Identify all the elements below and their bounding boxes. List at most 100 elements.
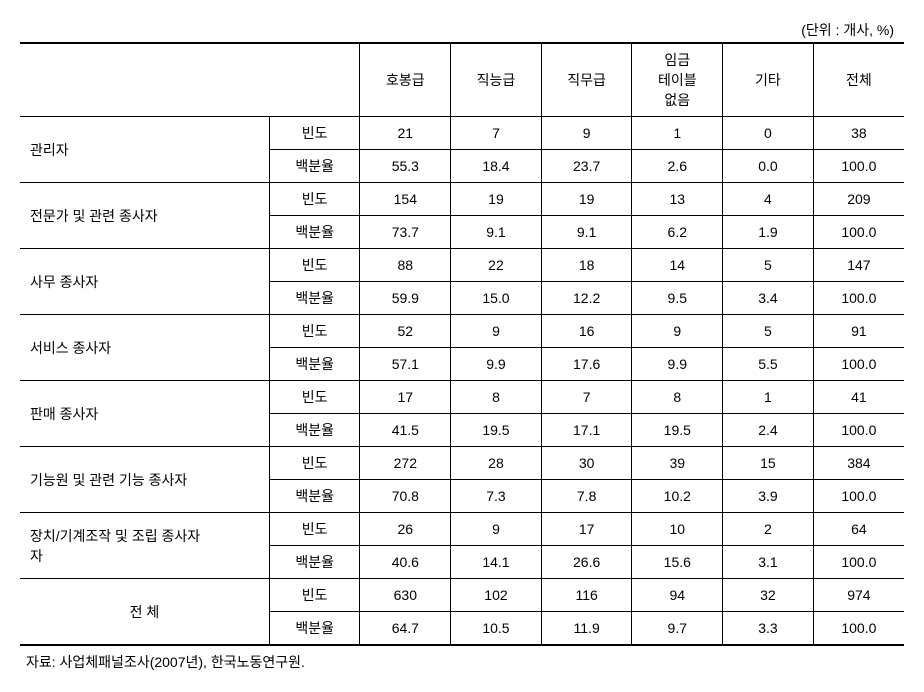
data-cell: 9.7: [632, 612, 723, 646]
row-metric-label: 백분율: [269, 480, 360, 513]
data-cell: 100.0: [813, 612, 904, 646]
data-cell: 16: [541, 315, 632, 348]
data-cell: 9.5: [632, 282, 723, 315]
data-cell: 9: [632, 315, 723, 348]
row-metric-label: 백분율: [269, 282, 360, 315]
data-cell: 4: [723, 183, 814, 216]
data-cell: 41: [813, 381, 904, 414]
data-cell: 102: [451, 579, 542, 612]
data-cell: 0.0: [723, 150, 814, 183]
data-cell: 9: [451, 315, 542, 348]
data-cell: 19: [451, 183, 542, 216]
data-cell: 32: [723, 579, 814, 612]
data-cell: 5: [723, 315, 814, 348]
data-cell: 14.1: [451, 546, 542, 579]
data-cell: 3.3: [723, 612, 814, 646]
header-col-2: 직능급: [451, 43, 542, 117]
table-body: 관리자빈도21791038백분율55.318.423.72.60.0100.0전…: [20, 117, 904, 646]
data-cell: 73.7: [360, 216, 451, 249]
data-cell: 18: [541, 249, 632, 282]
data-cell: 19: [541, 183, 632, 216]
row-category-label: 서비스 종사자: [20, 315, 269, 381]
row-metric-label: 백분율: [269, 414, 360, 447]
data-cell: 9: [451, 513, 542, 546]
data-cell: 18.4: [451, 150, 542, 183]
data-cell: 100.0: [813, 282, 904, 315]
header-col-4: 임금 테이블 없음: [632, 43, 723, 117]
row-metric-label: 백분율: [269, 348, 360, 381]
row-category-label: 판매 종사자: [20, 381, 269, 447]
data-cell: 6.2: [632, 216, 723, 249]
footer-note: 자료: 사업체패널조사(2007년), 한국노동연구원.: [20, 652, 904, 672]
data-cell: 14: [632, 249, 723, 282]
data-cell: 17: [541, 513, 632, 546]
data-cell: 10: [632, 513, 723, 546]
data-cell: 88: [360, 249, 451, 282]
data-cell: 15: [723, 447, 814, 480]
row-metric-label: 빈도: [269, 381, 360, 414]
data-cell: 0: [723, 117, 814, 150]
data-cell: 26.6: [541, 546, 632, 579]
data-cell: 70.8: [360, 480, 451, 513]
data-cell: 3.9: [723, 480, 814, 513]
row-category-label: 기능원 및 관련 기능 종사자: [20, 447, 269, 513]
data-cell: 7.8: [541, 480, 632, 513]
row-category-label: 전문가 및 관련 종사자: [20, 183, 269, 249]
data-cell: 23.7: [541, 150, 632, 183]
row-metric-label: 빈도: [269, 315, 360, 348]
data-cell: 39: [632, 447, 723, 480]
data-cell: 100.0: [813, 348, 904, 381]
row-metric-label: 빈도: [269, 249, 360, 282]
header-col-4-l2: 테이블: [658, 72, 697, 88]
data-cell: 100.0: [813, 216, 904, 249]
data-cell: 100.0: [813, 546, 904, 579]
data-cell: 1: [632, 117, 723, 150]
data-cell: 10.2: [632, 480, 723, 513]
data-cell: 209: [813, 183, 904, 216]
data-cell: 5.5: [723, 348, 814, 381]
row-category-label: 사무 종사자: [20, 249, 269, 315]
row-metric-label: 백분율: [269, 612, 360, 646]
data-cell: 2.4: [723, 414, 814, 447]
data-cell: 64.7: [360, 612, 451, 646]
data-cell: 11.9: [541, 612, 632, 646]
data-cell: 100.0: [813, 480, 904, 513]
data-cell: 13: [632, 183, 723, 216]
data-cell: 17.1: [541, 414, 632, 447]
data-table: 호봉급 직능급 직무급 임금 테이블 없음 기타 전체 관리자빈도2179103…: [20, 42, 904, 646]
data-cell: 147: [813, 249, 904, 282]
row-total-label: 전 체: [20, 579, 269, 646]
data-cell: 3.4: [723, 282, 814, 315]
data-cell: 57.1: [360, 348, 451, 381]
row-metric-label: 빈도: [269, 513, 360, 546]
data-cell: 10.5: [451, 612, 542, 646]
header-col-5: 기타: [723, 43, 814, 117]
data-cell: 26: [360, 513, 451, 546]
data-cell: 9.1: [541, 216, 632, 249]
data-cell: 3.1: [723, 546, 814, 579]
data-cell: 40.6: [360, 546, 451, 579]
data-cell: 28: [451, 447, 542, 480]
data-cell: 17.6: [541, 348, 632, 381]
data-cell: 59.9: [360, 282, 451, 315]
data-cell: 974: [813, 579, 904, 612]
unit-label: (단위 : 개사, %): [20, 20, 904, 40]
row-metric-label: 백분율: [269, 546, 360, 579]
data-cell: 100.0: [813, 150, 904, 183]
data-cell: 9.9: [451, 348, 542, 381]
row-metric-label: 빈도: [269, 117, 360, 150]
data-cell: 9: [541, 117, 632, 150]
data-cell: 9.1: [451, 216, 542, 249]
data-cell: 8: [451, 381, 542, 414]
data-cell: 8: [632, 381, 723, 414]
data-cell: 7.3: [451, 480, 542, 513]
data-cell: 19.5: [632, 414, 723, 447]
data-cell: 2: [723, 513, 814, 546]
data-cell: 7: [541, 381, 632, 414]
data-cell: 154: [360, 183, 451, 216]
header-col-6: 전체: [813, 43, 904, 117]
header-empty: [20, 43, 360, 117]
data-cell: 17: [360, 381, 451, 414]
data-cell: 94: [632, 579, 723, 612]
data-cell: 9.9: [632, 348, 723, 381]
